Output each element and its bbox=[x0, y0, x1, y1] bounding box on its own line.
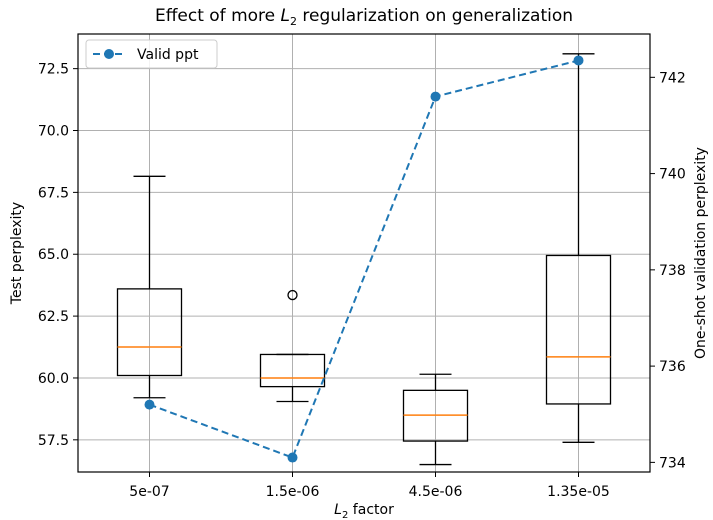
y-left-tick-label: 67.5 bbox=[38, 185, 69, 201]
grid-lines bbox=[78, 34, 650, 472]
x-tick-label: 5e-07 bbox=[129, 484, 169, 500]
legend-marker bbox=[104, 49, 114, 59]
plot-frame bbox=[77, 33, 651, 473]
legend-label: Valid ppt bbox=[137, 47, 199, 63]
y-left-tick-label: 60.0 bbox=[38, 371, 69, 387]
title-text-part: Effect of more bbox=[155, 6, 281, 26]
x-axis-label: L2 factor bbox=[334, 502, 394, 520]
y-left-tick-label: 72.5 bbox=[38, 62, 69, 78]
legend: Valid ppt bbox=[85, 39, 218, 69]
x-tick-label: 1.5e-06 bbox=[266, 484, 320, 500]
box-group bbox=[545, 53, 612, 443]
valid-ppt-series bbox=[144, 55, 584, 463]
box-body bbox=[545, 254, 612, 405]
title-symbol: L bbox=[281, 6, 290, 26]
series-point bbox=[287, 452, 298, 463]
y-right-tick-label: 738 bbox=[659, 263, 686, 279]
series-point bbox=[430, 91, 441, 102]
y-left-axis-label: Test perplexity bbox=[9, 202, 25, 305]
y-right-tick-label: 742 bbox=[659, 70, 686, 86]
box-group bbox=[116, 175, 183, 399]
x-tick-label: 4.5e-06 bbox=[409, 484, 463, 500]
x-label-text: factor bbox=[348, 502, 394, 518]
y-left-tick-label: 62.5 bbox=[38, 309, 69, 325]
x-label-subscript: 2 bbox=[342, 510, 348, 520]
series-point bbox=[144, 399, 155, 410]
y-right-tick-label: 736 bbox=[659, 359, 686, 375]
y-right-tick-label: 734 bbox=[659, 455, 686, 471]
x-tick-label: 1.35e-05 bbox=[547, 484, 610, 500]
series-line bbox=[149, 59, 579, 459]
chart-title: Effect of more L2 regularization on gene… bbox=[155, 6, 573, 28]
series-point bbox=[573, 55, 584, 66]
box-group bbox=[402, 373, 469, 466]
y-left-tick-label: 70.0 bbox=[38, 124, 69, 140]
legend-box bbox=[85, 39, 218, 69]
title-subscript: 2 bbox=[290, 15, 297, 28]
axes-frame bbox=[77, 33, 651, 473]
y-left-tick-label: 65.0 bbox=[38, 247, 69, 263]
axis-labels: Effect of more L2 regularization on gene… bbox=[9, 6, 709, 520]
box-group bbox=[259, 289, 326, 403]
title-text-part: regularization on generalization bbox=[297, 6, 573, 26]
tick-labels: 57.5 60.0 62.5 65.0 67.5 70.0 72.5 734 736 738 740… bbox=[38, 62, 686, 500]
box-outlier bbox=[287, 289, 298, 301]
box-body bbox=[116, 288, 183, 377]
y-left-tick-label: 57.5 bbox=[38, 433, 69, 449]
y-right-tick-label: 740 bbox=[659, 167, 686, 183]
x-label-symbol: L bbox=[334, 502, 342, 518]
box-body bbox=[259, 353, 326, 388]
box-plots bbox=[116, 53, 612, 466]
y-right-axis-label: One-shot validation perplexity bbox=[693, 147, 709, 359]
